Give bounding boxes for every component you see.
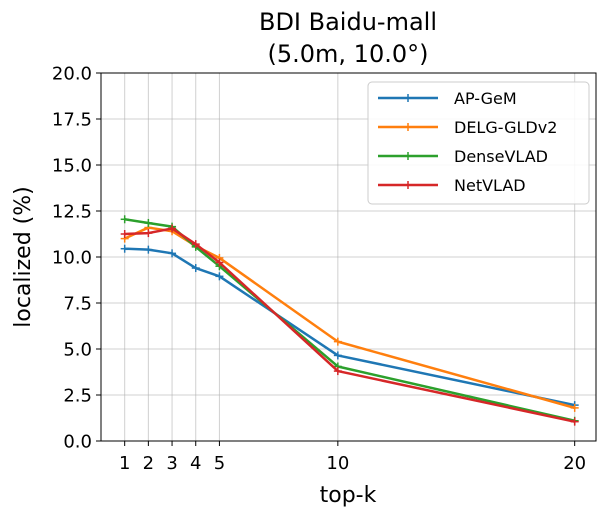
y-tick-label: 2.5 xyxy=(63,386,92,407)
legend-label: NetVLAD xyxy=(454,176,526,195)
legend-label: AP-GeM xyxy=(454,89,517,108)
y-tick-label: 7.5 xyxy=(63,294,92,315)
x-tick-label: 20 xyxy=(563,453,586,474)
data-point-netvlad xyxy=(333,367,342,376)
y-tick-label: 15.0 xyxy=(52,156,92,177)
y-tick-label: 5.0 xyxy=(63,340,92,361)
x-tick-label: 2 xyxy=(143,453,154,474)
legend-item-ap-gem: AP-GeM xyxy=(378,89,517,108)
chart-title-line-2: (5.0m, 10.0°) xyxy=(268,40,429,68)
x-tick-label: 5 xyxy=(214,453,225,474)
data-point-densevlad xyxy=(120,215,129,224)
data-point-netvlad xyxy=(215,258,224,267)
legend-label: DELG-GLDv2 xyxy=(454,118,557,137)
y-tick-label: 12.5 xyxy=(52,202,92,223)
legend-item-delg-gldv2: DELG-GLDv2 xyxy=(378,118,557,137)
series-line-ap-gem xyxy=(124,247,575,407)
x-tick-label: 1 xyxy=(119,453,130,474)
x-tick-label: 10 xyxy=(326,453,349,474)
data-point-netvlad xyxy=(570,417,579,426)
y-tick-label: 10.0 xyxy=(52,248,92,269)
legend-label: DenseVLAD xyxy=(454,147,548,166)
data-point-netvlad xyxy=(191,240,200,249)
data-point-ap-gem xyxy=(168,249,177,258)
series-line-delg-gldv2 xyxy=(124,226,576,410)
data-point-delg-gldv2 xyxy=(333,337,342,346)
grid-lines xyxy=(101,73,596,441)
x-tick-label: 3 xyxy=(166,453,177,474)
legend-box xyxy=(367,81,590,205)
legend-item-netvlad: NetVLAD xyxy=(378,176,526,195)
x-tick-label: 4 xyxy=(190,453,201,474)
data-point-ap-gem xyxy=(191,264,200,273)
y-tick-label: 17.5 xyxy=(52,110,92,131)
y-tick-label: 0.0 xyxy=(63,432,92,453)
y-axis-label: localized (%) xyxy=(11,186,36,328)
legend: AP-GeM DELG-GLDv2 DenseVLAD NetVLAD xyxy=(367,81,590,205)
series-lines xyxy=(120,215,579,426)
legend-item-densevlad: DenseVLAD xyxy=(378,147,548,166)
x-axis-label: top-k xyxy=(320,483,377,508)
data-point-ap-gem xyxy=(215,272,224,281)
y-tick-label: 20.0 xyxy=(52,64,92,85)
data-point-netvlad xyxy=(168,224,177,233)
data-point-ap-gem xyxy=(120,244,129,253)
data-point-netvlad xyxy=(120,230,129,238)
data-point-densevlad xyxy=(144,218,153,227)
data-point-ap-gem xyxy=(144,245,153,254)
y-axis-ticks: 0.0 2.5 5.0 7.5 10.0 12.5 15.0 17.5 20.0 xyxy=(52,64,101,453)
data-point-delg-gldv2 xyxy=(570,403,579,412)
chart-title-line-1: BDI Baidu-mall xyxy=(259,8,437,36)
x-axis-ticks: 1 2 3 4 5 10 20 xyxy=(119,441,586,474)
data-point-netvlad xyxy=(144,229,153,238)
data-point-ap-gem xyxy=(333,351,342,360)
